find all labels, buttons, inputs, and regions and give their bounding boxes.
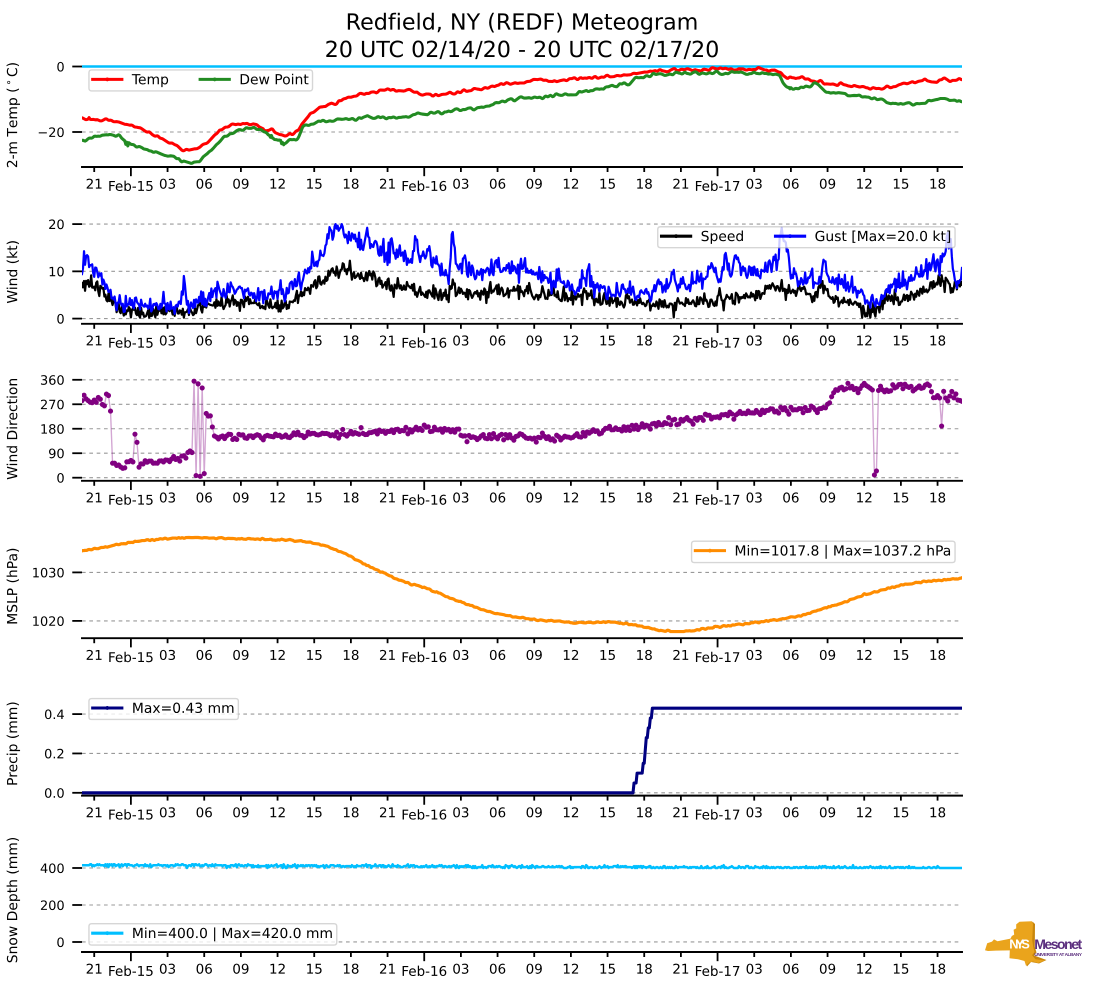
svg-text:Mesonet: Mesonet: [1034, 936, 1082, 952]
svg-text:NYS: NYS: [1009, 937, 1030, 952]
svg-text:UNIVERSITY AT ALBANY: UNIVERSITY AT ALBANY: [1034, 952, 1082, 957]
